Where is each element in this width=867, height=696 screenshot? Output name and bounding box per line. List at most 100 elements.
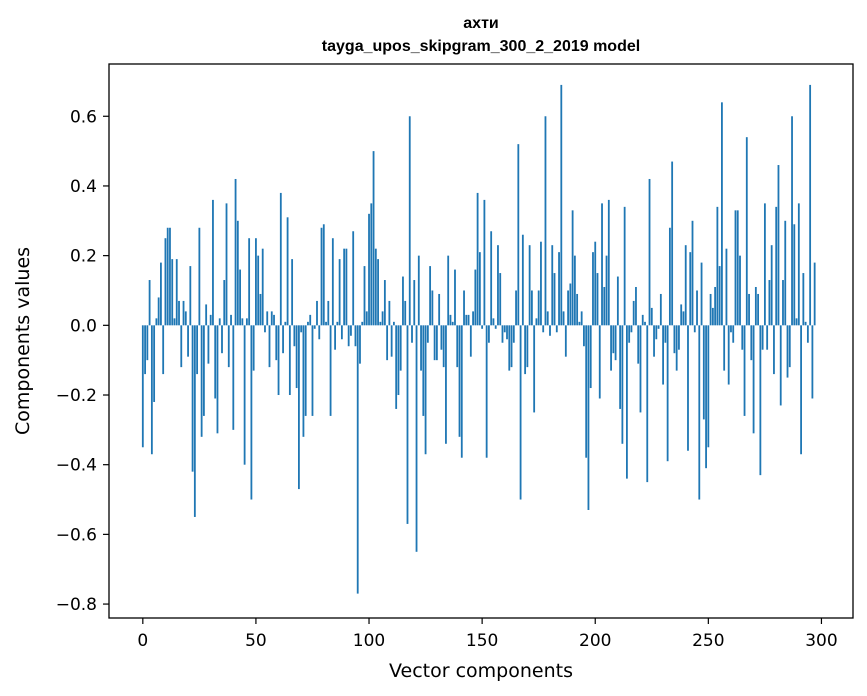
bar xyxy=(356,325,359,594)
bar xyxy=(368,213,370,326)
bar xyxy=(560,84,563,326)
bar xyxy=(707,325,710,448)
bar xyxy=(535,318,538,326)
bar xyxy=(304,325,307,416)
bar xyxy=(544,116,547,326)
bar xyxy=(191,325,194,472)
bar xyxy=(813,262,816,326)
bar xyxy=(277,325,280,396)
bar xyxy=(684,245,687,326)
bar xyxy=(388,300,391,326)
bar xyxy=(741,325,744,350)
bar xyxy=(655,325,658,340)
bar xyxy=(350,325,352,336)
bar xyxy=(248,238,251,326)
bar xyxy=(671,161,674,326)
bar xyxy=(173,318,176,326)
chart-subtitle: tayga_upos_skipgram_300_2_2019 model xyxy=(322,38,640,55)
bar xyxy=(709,293,712,326)
bar xyxy=(420,325,422,371)
bar xyxy=(449,314,452,326)
bar xyxy=(632,300,635,326)
bar xyxy=(311,325,314,416)
bar xyxy=(435,325,438,361)
bar xyxy=(711,307,714,326)
bar xyxy=(374,248,377,326)
bar xyxy=(648,178,651,326)
bar xyxy=(725,248,728,326)
bar xyxy=(585,325,588,458)
bar xyxy=(252,325,255,371)
bar xyxy=(723,325,726,371)
bar xyxy=(766,325,769,350)
bar xyxy=(811,325,814,399)
bar xyxy=(291,259,294,326)
bar xyxy=(567,290,569,326)
bar xyxy=(680,304,683,326)
bar xyxy=(390,325,393,357)
bar xyxy=(605,255,608,326)
bar xyxy=(569,283,572,326)
bar xyxy=(343,248,346,326)
bar xyxy=(160,262,162,326)
bar xyxy=(150,325,153,455)
bar xyxy=(481,325,484,329)
bar xyxy=(743,325,746,416)
bar xyxy=(621,325,624,444)
bar xyxy=(408,116,411,326)
bar xyxy=(411,325,413,343)
bar xyxy=(483,199,486,326)
bar xyxy=(365,311,368,326)
bar xyxy=(166,227,169,326)
bar xyxy=(198,227,201,326)
bar xyxy=(612,325,615,354)
y-tick-label: 0.2 xyxy=(70,247,97,267)
bar xyxy=(682,311,685,326)
bar xyxy=(377,259,379,326)
bar xyxy=(639,325,642,413)
bar xyxy=(318,325,321,340)
bar xyxy=(429,266,432,326)
bar xyxy=(727,325,730,385)
bar xyxy=(270,311,273,326)
bar xyxy=(463,290,465,326)
bar xyxy=(236,220,239,326)
bar xyxy=(564,325,567,357)
bar xyxy=(184,311,187,326)
chart-title: ахти xyxy=(463,15,498,32)
bar xyxy=(678,325,680,350)
bar xyxy=(164,238,167,326)
bar xyxy=(573,255,576,326)
bar xyxy=(424,325,427,455)
bar xyxy=(537,290,540,326)
bar xyxy=(359,325,361,364)
bar xyxy=(530,290,533,326)
bar xyxy=(488,325,490,343)
bar xyxy=(637,325,640,364)
bar xyxy=(148,280,151,326)
bar xyxy=(250,325,253,500)
bar xyxy=(757,293,760,326)
y-axis-label: Components values xyxy=(12,247,34,435)
bar xyxy=(549,325,551,336)
bar xyxy=(546,311,549,326)
bar xyxy=(492,318,495,326)
bar xyxy=(447,255,450,326)
y-tick-label: −0.2 xyxy=(56,386,97,406)
bar xyxy=(445,325,447,444)
bar xyxy=(209,314,212,326)
bar xyxy=(689,252,692,326)
bar xyxy=(745,137,748,326)
bar xyxy=(454,269,456,326)
bar xyxy=(284,321,287,326)
bar xyxy=(601,203,603,326)
bar xyxy=(804,321,807,326)
bar xyxy=(469,325,472,357)
bar xyxy=(361,321,364,326)
y-tick-label: −0.4 xyxy=(56,456,97,476)
bar xyxy=(571,210,574,326)
bar xyxy=(325,321,327,326)
bar xyxy=(528,245,531,326)
bar xyxy=(243,325,246,465)
x-tick-label: 200 xyxy=(579,631,611,651)
